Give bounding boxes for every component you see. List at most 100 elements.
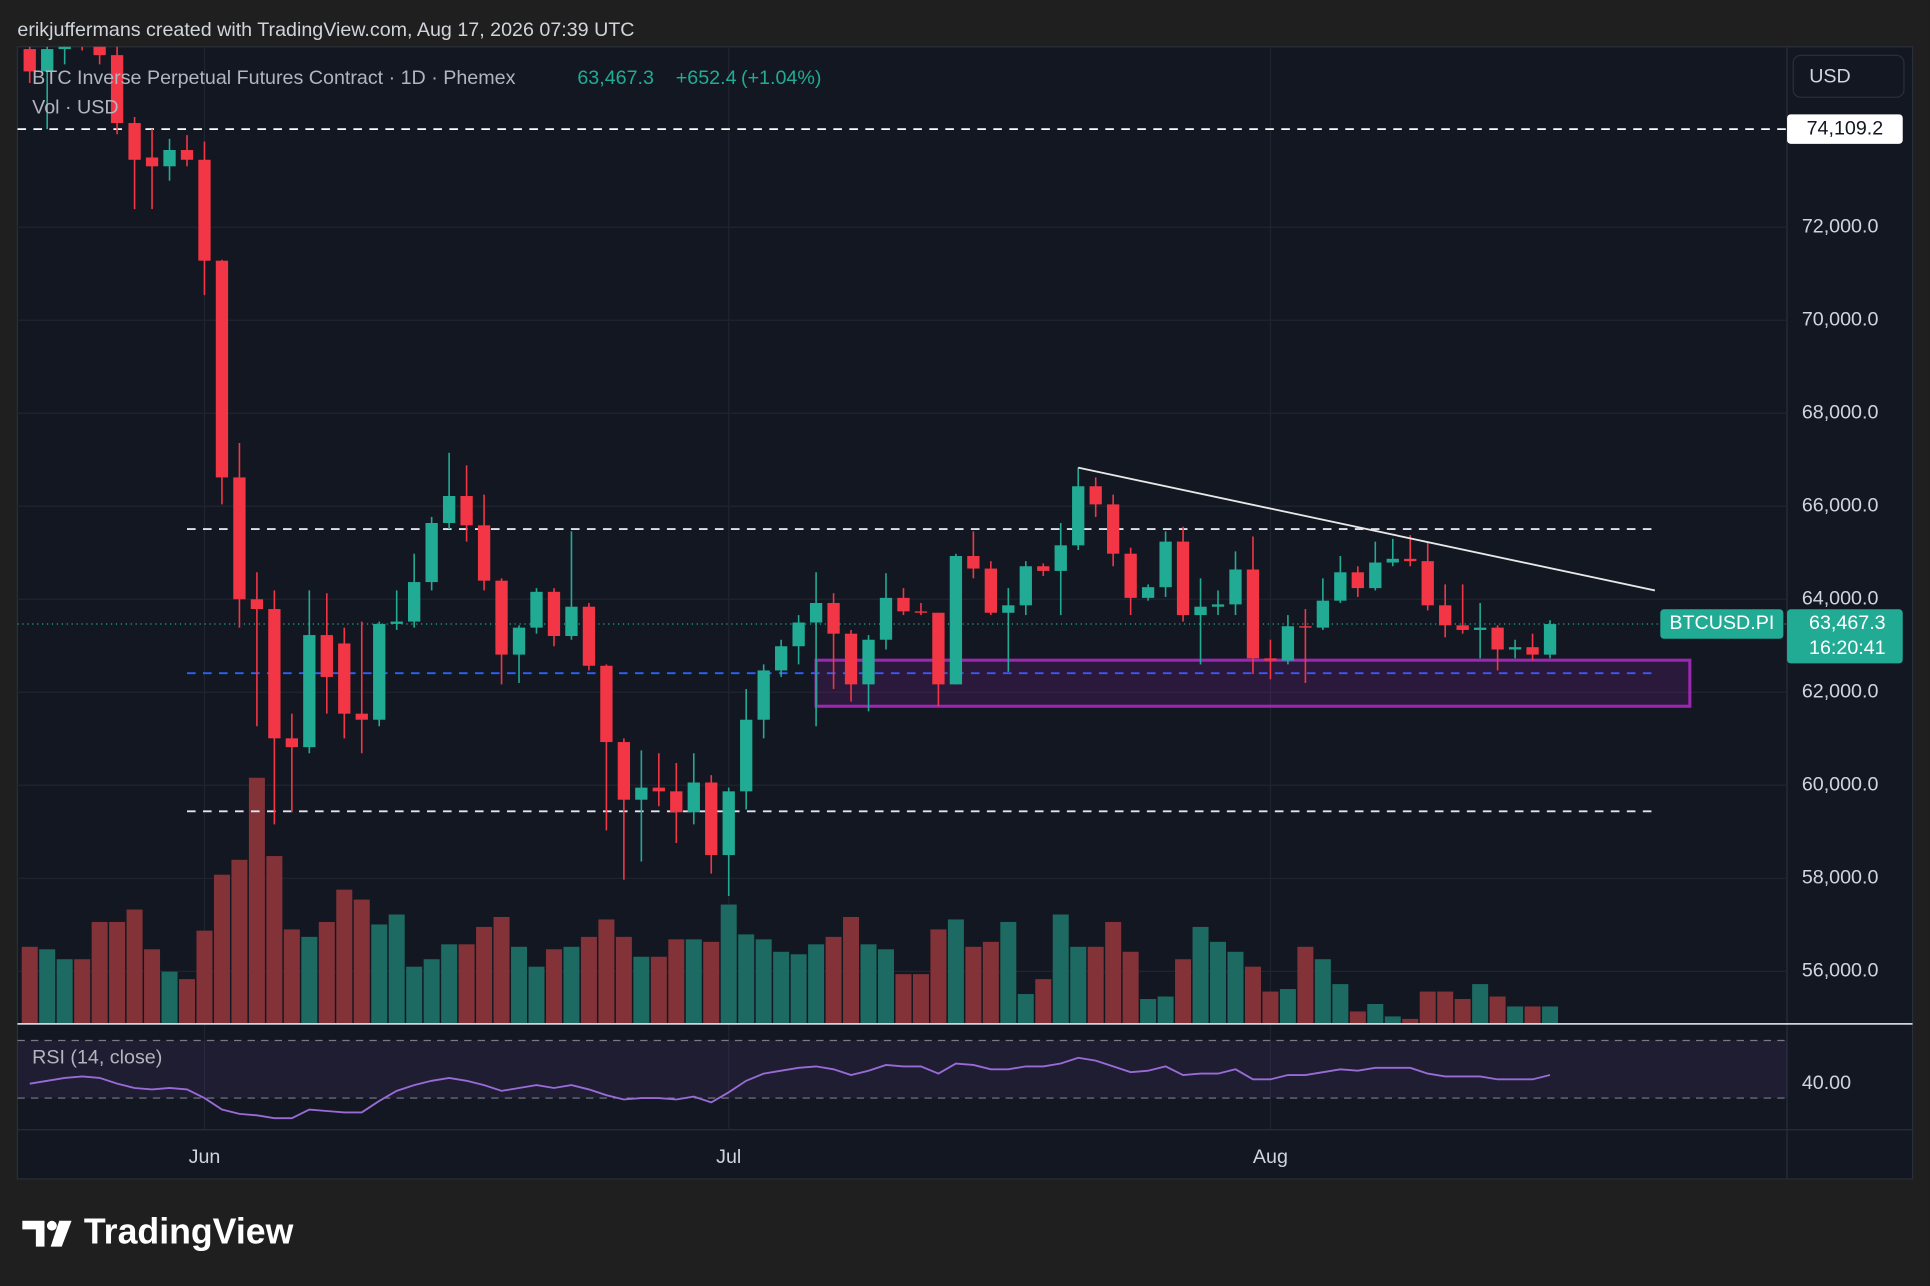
volume-bar (1140, 999, 1157, 1024)
candle-body (1369, 562, 1382, 589)
volume-bar (720, 904, 737, 1024)
candle-body (792, 622, 805, 647)
candle-body (1281, 626, 1295, 661)
last-price: 63,467.3 (577, 67, 654, 89)
x-tick-label: Aug (1253, 1146, 1288, 1168)
attribution: erikjuffermans created with TradingView.… (17, 19, 634, 41)
candle-body (547, 591, 561, 637)
volume-bar (563, 946, 580, 1024)
volume-bar (1105, 921, 1122, 1024)
volume-bar (912, 974, 929, 1024)
candle-body (1316, 600, 1330, 628)
volume-bar (476, 926, 493, 1024)
candle-body (617, 742, 631, 800)
volume-bar (773, 951, 790, 1024)
candle-body (530, 591, 543, 628)
volume-bar (441, 944, 458, 1024)
candle-body (1089, 486, 1102, 505)
volume-bar (877, 949, 894, 1024)
candle-body (442, 496, 456, 523)
rsi-line (29, 1056, 1551, 1120)
candle-body (809, 602, 823, 623)
candle-body (1421, 561, 1434, 606)
volume-bar (1070, 946, 1087, 1024)
volume-bar (1244, 966, 1261, 1024)
candle-body (1159, 541, 1172, 588)
candle-body (932, 612, 945, 685)
volume-legend: Vol · USD (32, 96, 118, 118)
volume-bar (91, 921, 108, 1024)
volume-bar (1087, 946, 1104, 1024)
candle-body (879, 597, 893, 640)
candle-body (565, 606, 578, 637)
candle-body (1264, 658, 1277, 661)
x-tick-label: Jul (716, 1146, 741, 1168)
volume-bar (1052, 914, 1069, 1024)
volume-bar (266, 856, 283, 1024)
volume-bar (1542, 1006, 1559, 1024)
candle-body (949, 556, 963, 685)
volume-bar (179, 979, 195, 1024)
candle-body (914, 611, 928, 613)
candle-body (1404, 558, 1417, 562)
volume-bar (39, 949, 56, 1024)
candle-body (652, 787, 665, 792)
volume-bar (388, 914, 405, 1024)
volume-bar (668, 939, 685, 1024)
volume-bar (458, 944, 475, 1024)
candle-body (408, 582, 421, 622)
symbol-title: BTC Inverse Perpetual Futures Contract ·… (32, 67, 515, 89)
volume-bar (703, 941, 720, 1024)
volume-bar (808, 944, 825, 1024)
last-price-tag-label: 63,467.3 (1809, 612, 1886, 634)
candle-body (1194, 606, 1207, 616)
candle-body (1526, 647, 1539, 655)
volume-bar (161, 971, 178, 1024)
candle-body (705, 782, 718, 856)
candle-body (1107, 504, 1120, 554)
volume-bar (21, 946, 38, 1024)
candle-body (967, 556, 980, 569)
volume-bar (1262, 991, 1279, 1024)
volume-bar (738, 934, 755, 1024)
volume-bar (301, 936, 318, 1024)
y-tick-label: 68,000.0 (1802, 401, 1879, 423)
rsi-tick-label: 40.00 (1802, 1072, 1851, 1094)
candle-body (1246, 569, 1260, 659)
candle-body (1491, 627, 1504, 650)
candle-body (600, 665, 613, 743)
candle-body (460, 496, 473, 526)
candle-body (1176, 541, 1190, 616)
candle-body (687, 782, 700, 813)
candle-body (163, 150, 176, 167)
volume-bar (545, 949, 562, 1024)
candle-body (774, 646, 788, 671)
volume-bar (1210, 941, 1227, 1024)
y-tick-label: 66,000.0 (1802, 494, 1879, 516)
volume-bar (1000, 921, 1017, 1024)
x-tick-label: Jun (189, 1146, 221, 1168)
trendline (1078, 466, 1656, 592)
candle-body (670, 791, 683, 813)
volume-bar (371, 924, 388, 1024)
candle-body (1229, 569, 1242, 605)
volume-bar (1017, 994, 1034, 1024)
volume-bar (1122, 951, 1139, 1024)
volume-bar (1524, 1006, 1541, 1024)
candle-body (1054, 545, 1067, 571)
candle-body (1124, 553, 1137, 598)
currency-label[interactable]: USD (1809, 66, 1851, 88)
volume-bar (248, 777, 265, 1024)
symbol-tag (1660, 609, 1784, 639)
volume-bar (685, 939, 702, 1024)
volume-bar (213, 874, 230, 1024)
brand-name: TradingView (84, 1212, 294, 1252)
volume-bar (1367, 1003, 1384, 1024)
volume-bar (1157, 996, 1174, 1024)
logo-dot (46, 1220, 57, 1231)
currency-button[interactable] (1792, 54, 1905, 98)
candle-body (757, 670, 770, 720)
candle-body (862, 639, 875, 685)
volume-bar (843, 916, 860, 1024)
volume-bar (1437, 991, 1454, 1024)
